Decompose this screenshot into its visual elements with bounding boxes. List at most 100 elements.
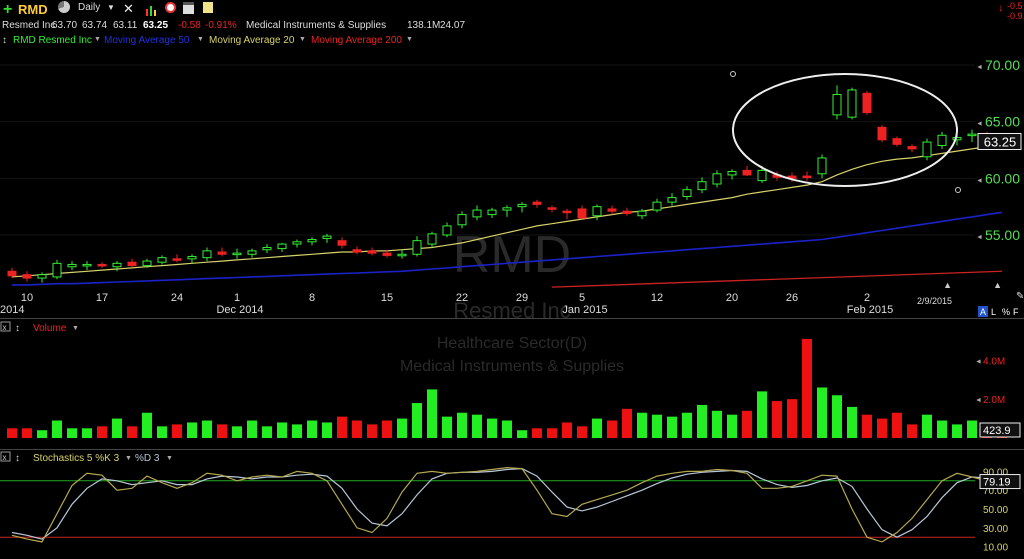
ellipse-handle[interactable] (955, 187, 961, 193)
candle-body (397, 253, 407, 257)
clock-icon[interactable] (165, 2, 176, 13)
period-selector[interactable]: Daily (78, 2, 101, 13)
volume-bar (862, 414, 872, 438)
current-volume-box (979, 422, 1021, 438)
legend-ma20[interactable]: Moving Average 20 (209, 35, 295, 46)
volume-bar (757, 391, 767, 438)
change-pct-value: -0.91% (205, 20, 237, 31)
chevron-down-icon[interactable]: ▼ (72, 325, 79, 332)
candle (97, 262, 107, 268)
candle-body (352, 249, 362, 253)
close-icon[interactable]: x (3, 323, 7, 332)
volume-bar (382, 420, 392, 438)
volume-bar (67, 428, 77, 438)
volume-bar (352, 420, 362, 438)
candle (247, 248, 257, 258)
volume-bar (487, 418, 497, 438)
candle (307, 237, 317, 246)
chevron-down-icon[interactable]: ▼ (197, 36, 204, 43)
candle (202, 247, 212, 262)
pie-chart-icon[interactable] (58, 1, 70, 13)
candle (532, 199, 542, 208)
note-icon[interactable] (203, 2, 213, 13)
watermark: RMD Resmed Inc Healthcare Sector(D) Medi… (400, 226, 624, 375)
volume-axis-label: 2.0M (983, 395, 1005, 406)
candle-body (172, 258, 182, 261)
candle (322, 233, 332, 243)
symbol-label[interactable]: RMD (18, 2, 48, 17)
volume-bar (337, 416, 347, 438)
volume-title[interactable]: Volume (33, 323, 67, 334)
legend-ma200[interactable]: Moving Average 200 (311, 35, 402, 46)
volume-bar (907, 424, 917, 438)
stochastics-title[interactable]: Stochastics 5 %K 3 (33, 453, 120, 464)
bar-chart-icon[interactable] (145, 3, 158, 16)
chevron-down-icon[interactable]: ▼ (166, 455, 173, 462)
date-label: 20 (726, 292, 738, 304)
candle (82, 261, 92, 271)
candle-body (787, 175, 797, 179)
highlight-ellipse[interactable] (732, 73, 958, 187)
candle-body (82, 263, 92, 267)
candle-body (97, 263, 107, 267)
stochastics-lines (0, 466, 1003, 543)
date-label: 5 (579, 292, 585, 304)
candle-body (337, 240, 347, 246)
chevron-down-icon[interactable]: ▼ (125, 455, 132, 462)
drag-handle-icon[interactable]: ↕ (15, 323, 20, 334)
ellipse-handle[interactable] (730, 71, 736, 77)
date-label: 2014 (0, 304, 24, 316)
chevron-down-icon[interactable]: ▼ (299, 36, 306, 43)
chevron-down-icon[interactable]: ▼ (94, 36, 101, 43)
drag-handle-icon[interactable]: ↕ (15, 453, 20, 464)
chevron-down-icon[interactable]: ▼ (107, 3, 115, 12)
stochastics-d-label[interactable]: %D 3 (135, 453, 160, 464)
candle-body (487, 209, 497, 216)
candle-body (457, 214, 467, 226)
candle (487, 207, 497, 218)
price-axis-label: 65.00 (985, 114, 1020, 130)
candle (37, 272, 47, 283)
price-axis-label: 60.00 (985, 170, 1020, 186)
legend-symbol[interactable]: RMD Resmed Inc (13, 35, 92, 46)
date-label: 26 (786, 292, 798, 304)
calendar-icon[interactable] (183, 2, 194, 14)
stoch-axis-label: 10.00 (983, 543, 1008, 554)
candle-body (157, 257, 167, 263)
chevron-down-icon[interactable]: ▼ (406, 36, 413, 43)
candle-body (832, 93, 842, 116)
tools-icon[interactable]: ✕ (123, 1, 134, 16)
volume-bar (592, 418, 602, 438)
candle-body (232, 252, 242, 256)
date-label: 24 (171, 292, 183, 304)
candle (862, 91, 872, 115)
watermark-name: Resmed Inc (453, 298, 570, 323)
close-icon[interactable]: x (3, 453, 7, 462)
candle (697, 177, 707, 194)
close-icon[interactable] (0, 451, 11, 462)
open-value: 63.70 (52, 20, 78, 31)
volume-bar (667, 416, 677, 438)
candle (817, 154, 827, 179)
candlesticks (7, 85, 1007, 283)
volume-bar (247, 420, 257, 438)
plus-icon[interactable]: + (3, 1, 13, 18)
price-grid (0, 64, 975, 236)
candle-body (532, 201, 542, 205)
volume-bar (727, 414, 737, 438)
candle-body (652, 201, 662, 211)
candle (292, 239, 302, 248)
legend-ma50[interactable]: Moving Average 50 (104, 35, 190, 46)
volume-bar (967, 420, 977, 438)
candle-body (472, 209, 482, 218)
close-icon[interactable] (0, 321, 11, 332)
candle-body (247, 250, 257, 255)
legend-handle-icon[interactable]: ↕ (2, 35, 7, 46)
candle (217, 247, 227, 257)
candle-body (937, 134, 947, 146)
volume-bar (547, 428, 557, 438)
low-value: 63.11 (113, 20, 138, 31)
pe-value: 24.07 (440, 20, 466, 31)
volume-bar (892, 412, 902, 438)
